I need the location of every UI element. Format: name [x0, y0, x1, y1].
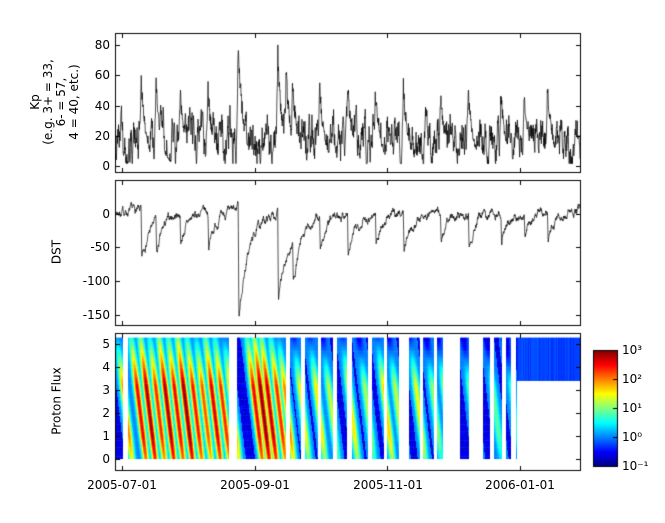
colorbar-tick-1e2: 10² — [622, 372, 643, 386]
flux-ytick-2: 2 — [102, 406, 110, 420]
dst-ytick-0: 0 — [102, 207, 110, 221]
dst-ytick-m150: -150 — [82, 308, 110, 322]
colorbar-tick-1e0: 10⁰ — [622, 430, 643, 444]
kp-ytick-20: 20 — [94, 129, 110, 143]
kp-ytick-80: 80 — [94, 38, 110, 52]
dst-ytick-m50: -50 — [90, 240, 110, 254]
dst-ytick-m100: -100 — [82, 274, 110, 288]
flux-ytick-5: 5 — [102, 337, 110, 351]
flux-ytick-4: 4 — [102, 360, 110, 374]
flux-ytick-0: 0 — [102, 452, 110, 466]
kp-ytick-0: 0 — [102, 159, 110, 173]
kp-ytick-40: 40 — [94, 99, 110, 113]
xtick-2005-07-01: 2005-07-01 — [87, 478, 157, 492]
dst-axis-label-text: DST — [49, 239, 64, 265]
kp-ytick-60: 60 — [94, 68, 110, 82]
xtick-2005-11-01: 2005-11-01 — [353, 478, 423, 492]
xtick-2005-09-01: 2005-09-01 — [220, 478, 290, 492]
proton-flux-axis-label-text: Proton Flux — [49, 367, 64, 435]
colorbar-tick-1e1: 10¹ — [622, 401, 643, 415]
flux-ytick-1: 1 — [102, 429, 110, 443]
xtick-2006-01-01: 2006-01-01 — [485, 478, 555, 492]
colorbar-tick-1em1: 10⁻¹ — [622, 459, 649, 473]
kp-axis-label-line4: 4 = 40, etc.) — [67, 64, 81, 140]
colorbar-tick-1e3: 10³ — [622, 343, 643, 357]
flux-ytick-3: 3 — [102, 383, 110, 397]
